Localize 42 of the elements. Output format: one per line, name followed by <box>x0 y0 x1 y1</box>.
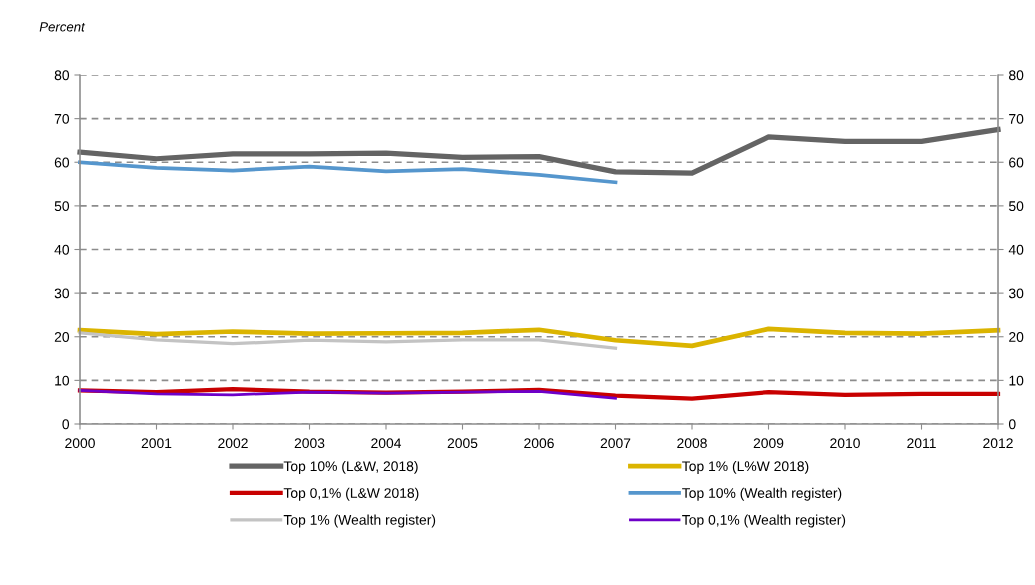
legend-label: Top 1% (Wealth register) <box>283 514 436 528</box>
line-series <box>78 160 618 185</box>
legend-label: Top 1% (L%W 2018) <box>682 460 809 474</box>
y-tick-label: 0 <box>62 419 70 430</box>
x-tick-label: 2004 <box>371 438 402 449</box>
legend-label: Top 0,1% (L&W 2018) <box>283 487 419 501</box>
x-tick-label: 2008 <box>677 438 707 449</box>
y-tick-label: 60 <box>54 157 70 168</box>
x-tick-label: 2000 <box>65 438 95 449</box>
x-tick-label: 2010 <box>830 438 860 449</box>
x-tick-label: 2002 <box>218 438 248 449</box>
y2-tick-label: 30 <box>1008 288 1024 299</box>
y-axis-title: Percent <box>39 22 86 32</box>
x-tick-label: 2007 <box>600 438 631 449</box>
y2-tick-label: 80 <box>1009 70 1024 81</box>
x-tick-label: 2006 <box>524 438 554 449</box>
line-series <box>78 331 618 350</box>
y2-tick-label: 0 <box>1008 419 1016 430</box>
line-series <box>78 389 617 400</box>
y2-tick-label: 50 <box>1008 201 1024 212</box>
x-tick-label: 2012 <box>983 438 1013 449</box>
legend-label: Top 0,1% (Wealth register) <box>682 514 846 528</box>
y-tick-label: 40 <box>54 244 70 255</box>
y2-tick-label: 70 <box>1009 113 1024 124</box>
x-tick-label: 2001 <box>141 438 172 449</box>
y-tick-label: 70 <box>54 113 70 124</box>
legend-label: Top 10% (Wealth register) <box>682 487 842 501</box>
x-tick-label: 2011 <box>907 438 936 449</box>
line-series <box>77 326 1001 349</box>
y-tick-label: 30 <box>54 288 70 299</box>
x-tick-label: 2005 <box>447 438 478 449</box>
y2-tick-label: 60 <box>1009 157 1024 168</box>
y-tick-label: 10 <box>55 375 70 386</box>
x-tick-label: 2003 <box>294 438 325 449</box>
y-tick-label: 50 <box>54 201 70 212</box>
y2-tick-label: 20 <box>1009 332 1024 342</box>
y2-tick-label: 10 <box>1009 375 1024 386</box>
legend-label: Top 10% (L&W, 2018) <box>283 460 418 474</box>
y2-tick-label: 40 <box>1008 244 1024 255</box>
y-tick-label: 80 <box>54 70 70 81</box>
x-tick-label: 2009 <box>753 438 784 449</box>
y-tick-label: 20 <box>54 332 70 342</box>
